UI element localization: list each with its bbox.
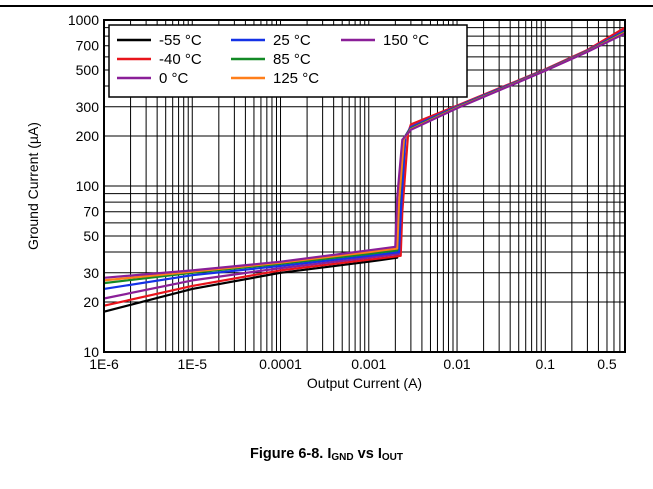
chart-series	[103, 26, 626, 313]
legend-label: 125 °C	[273, 70, 319, 87]
x-tick-label: 0.01	[443, 356, 470, 372]
y-tick-label: 100	[76, 178, 100, 194]
series-line-6	[103, 32, 626, 279]
y-tick-label: 50	[83, 228, 99, 244]
x-tick-label: 1E-5	[177, 356, 207, 372]
legend-label: 0 °C	[159, 70, 189, 87]
y-tick-label: 10	[83, 344, 99, 360]
x-axis-label: Output Current (A)	[307, 375, 422, 391]
top-rule	[0, 5, 653, 7]
x-tick-label: 1E-6	[89, 356, 119, 372]
y-tick-label: 70	[83, 204, 99, 220]
ground-current-chart: -55 °C -40 °C 0 °C 25 °C 85 °C 125 °C 150 °C 1…	[25, 12, 626, 391]
x-tick-label: 0.0001	[259, 356, 302, 372]
legend-label: -40 °C	[159, 51, 202, 68]
y-axis-label: Ground Current (µA)	[25, 122, 41, 250]
x-tick-label: 0.001	[351, 356, 386, 372]
legend-box	[108, 24, 468, 98]
y-tick-label: 700	[76, 38, 100, 54]
y-tick-label: 30	[83, 265, 99, 281]
caption-subscript-gnd: GND	[331, 452, 354, 463]
plot-area	[103, 19, 626, 353]
y-tick-label: 1000	[68, 12, 99, 28]
caption-prefix: Figure 6-8. I	[250, 446, 332, 462]
legend-label: -55 °C	[159, 32, 202, 49]
y-tick-label: 500	[76, 62, 100, 78]
caption-subscript-out: OUT	[381, 452, 403, 463]
legend-label: 25 °C	[273, 32, 311, 49]
x-tick-label: 0.5	[597, 356, 617, 372]
y-tick-label: 20	[83, 294, 99, 310]
legend-label: 150 °C	[383, 32, 429, 49]
chart-legend: -55 °C -40 °C 0 °C 25 °C 85 °C 125 °C 150 °C	[108, 24, 468, 98]
legend-label: 85 °C	[273, 51, 311, 68]
figure-caption: Figure 6-8. IGND vs IOUT	[0, 446, 653, 463]
x-tick-label: 0.1	[536, 356, 556, 372]
axis-ticks: 1E-6 1E-5 0.0001 0.001 0.01 0.1 0.5 10 20 30 50 70 1…	[68, 12, 617, 372]
y-tick-label: 300	[76, 99, 100, 115]
y-tick-label: 200	[76, 128, 100, 144]
caption-mid: vs I	[353, 446, 382, 462]
